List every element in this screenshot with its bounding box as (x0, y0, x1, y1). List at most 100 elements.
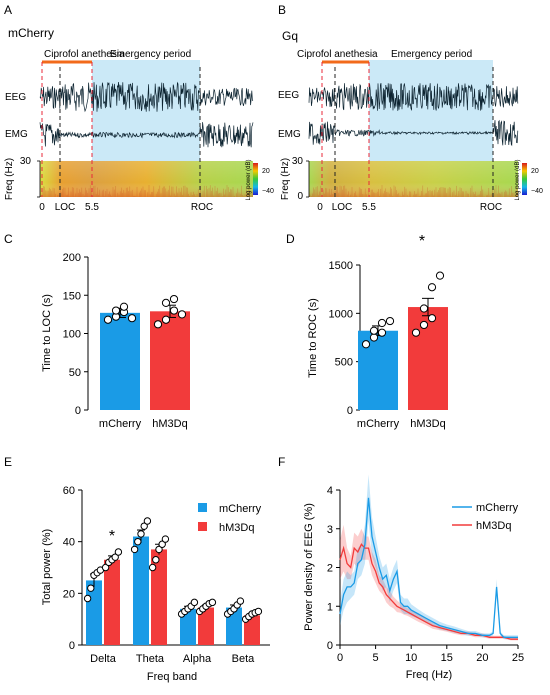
emg-trace-b (308, 119, 519, 147)
d-tick-label: 500 (335, 357, 353, 369)
xlabel-e: Freq band (147, 671, 197, 683)
cat-c-mcherry: mCherry (99, 418, 142, 430)
significance-star-d: * (419, 233, 425, 250)
e-point (190, 598, 199, 607)
tick-roc-b: ROC (480, 202, 502, 213)
points-e (83, 517, 263, 623)
eeg-trace-b (308, 82, 519, 112)
significance-star-e: * (109, 528, 115, 545)
f-xtick-label: 20 (476, 652, 488, 664)
d-point (427, 283, 437, 292)
e-point (152, 556, 160, 564)
legend-label-e-hm3dq: hM3Dq (219, 522, 254, 534)
tick-55-b: 5.5 (362, 202, 376, 213)
ylabel-d: Time to ROC (s) (307, 298, 319, 378)
points-c (103, 294, 187, 329)
phase2-label-b: Emergency period (391, 49, 472, 60)
e-point (114, 548, 123, 556)
f-xtick-label: 0 (337, 652, 343, 664)
e-point (254, 607, 263, 616)
emg-trace-a (39, 122, 254, 148)
line-hm3dq (339, 543, 518, 640)
d-point (369, 326, 379, 335)
cbar-bottom-a: −40 (262, 188, 274, 195)
f-ytick-label: 0 (327, 640, 333, 652)
e-point (101, 563, 110, 572)
d-point (369, 333, 379, 342)
c-tick-label: 0 (75, 405, 81, 417)
legend-label-f-hm3dq: hM3Dq (476, 520, 511, 532)
f-ytick-label: 4 (327, 485, 333, 497)
legend-swatch-e-mcherry (198, 503, 207, 512)
panel-letter-a: A (4, 3, 12, 17)
c-tick-label: 100 (63, 329, 81, 341)
xlabel-f: Freq (Hz) (406, 669, 452, 681)
phase1-label-a: Ciprofol anethesia (44, 49, 125, 60)
e-point (143, 517, 152, 525)
f-xtick-label: 5 (373, 652, 379, 664)
legend-label-f-mcherry: mCherry (476, 502, 519, 514)
f-xtick-label: 25 (512, 652, 524, 664)
bar-d-hm3dq (408, 307, 448, 410)
d-point (385, 316, 395, 326)
cat-e-alpha: Alpha (183, 653, 212, 665)
e-point (148, 563, 157, 572)
e-point (111, 553, 119, 561)
e-tick-label: 40 (63, 537, 75, 549)
tick-55-a: 5.5 (85, 202, 99, 213)
e-tick-label: 0 (69, 640, 75, 652)
panel-letter-b: B (278, 3, 286, 17)
panel-a: A mCherry Ciprofol anethesia Emergency p… (4, 3, 274, 213)
e-point (87, 584, 95, 592)
d-point (377, 328, 387, 337)
bar-e-mcherry-beta (226, 607, 242, 645)
c-tick-label: 150 (63, 290, 81, 302)
f-ytick-label: 1 (327, 601, 333, 613)
e-point (155, 545, 163, 554)
f-xtick-label: 15 (441, 652, 453, 664)
tick-roc-a: ROC (191, 202, 213, 213)
freq-min-b: 0 (297, 191, 303, 202)
bars-e (86, 536, 260, 645)
c-point (103, 315, 113, 324)
e-point (130, 545, 139, 554)
c-tick-label: 200 (63, 252, 81, 264)
d-point (419, 304, 429, 313)
phase2-label-a: Emergency period (110, 49, 191, 60)
c-point (169, 294, 179, 304)
points-d (361, 271, 445, 349)
colorbar-b (522, 163, 527, 195)
y-ticks-c: 0 50 100 150 200 (63, 252, 88, 417)
panel-b: B Gq Ciprofol anethesia Emergency period… (278, 3, 543, 213)
cat-d-hm3dq: hM3Dq (410, 418, 445, 430)
panel-letter-c: C (4, 232, 13, 246)
bar-e-mcherry-theta (133, 536, 149, 645)
bar-c-mcherry (100, 312, 140, 410)
e-point (236, 597, 245, 605)
c-point (153, 320, 163, 329)
sem-band-mcherry (340, 474, 518, 640)
bar-e-hm3dq-alpha (198, 607, 214, 645)
f-ytick-label: 3 (327, 524, 333, 536)
freq-max-a: 30 (20, 156, 32, 167)
eeg-label-a: EEG (5, 92, 26, 103)
bar-e-hm3dq-delta (104, 559, 120, 645)
group-label-a: mCherry (8, 26, 54, 40)
e-point (140, 522, 148, 530)
e-point (161, 535, 170, 543)
c-tick-label: 50 (69, 367, 81, 379)
legend-label-e-mcherry: mCherry (219, 503, 262, 515)
eeg-trace-a (39, 81, 254, 113)
panel-letter-e: E (4, 455, 12, 469)
cbar-top-a: 20 (262, 168, 270, 175)
freq-max-b: 30 (292, 156, 304, 167)
cbar-label-a: Log power (dB) (246, 159, 252, 200)
cbar-label-b: Log power (dB) (515, 159, 521, 200)
d-point (361, 340, 371, 349)
bar-e-mcherry-alpha (180, 608, 196, 645)
eeg-label-b: EEG (278, 90, 299, 101)
cat-c-hm3dq: hM3Dq (152, 418, 187, 430)
group-label-b: Gq (282, 29, 298, 43)
